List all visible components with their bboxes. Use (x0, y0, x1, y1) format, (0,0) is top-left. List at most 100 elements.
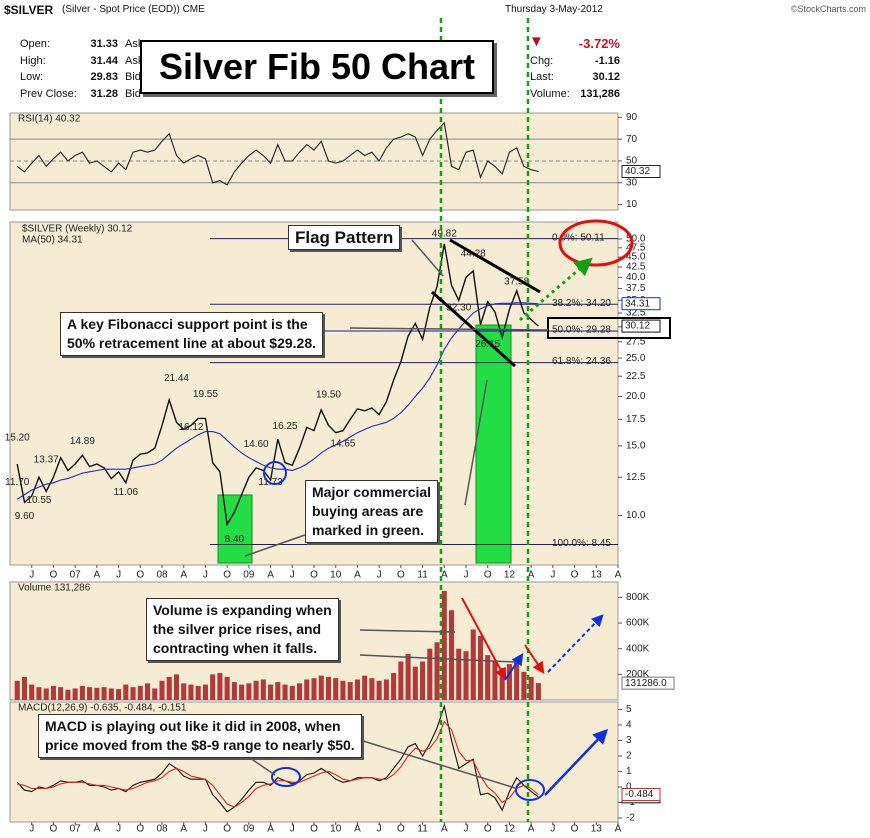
annotation-line: price moved from the $8-9 range to nearl… (45, 737, 355, 753)
volume-bar (152, 688, 158, 700)
y-tick-label: 70 (626, 134, 638, 145)
pointer (464, 379, 488, 506)
x-tick-label: O (223, 824, 231, 835)
pointer (249, 757, 276, 776)
last-value-box (621, 165, 661, 179)
volume-bar (412, 666, 418, 700)
field-label: Bid (125, 71, 141, 83)
blue-arrow (544, 728, 609, 796)
panel-title: RSI(14) 40.32 (18, 114, 81, 125)
x-tick-label: 07 (70, 570, 82, 581)
volume-bar (448, 610, 455, 700)
annotation-line: contracting when it falls. (153, 640, 318, 656)
y-tick-label: 20.0 (626, 391, 646, 402)
volume-bar (441, 590, 447, 700)
volume-bar (224, 676, 230, 700)
volume-bar (123, 684, 129, 700)
volume-bar (210, 674, 216, 700)
volume-bar (340, 680, 346, 700)
panel-bg (9, 112, 619, 211)
volume-bar (253, 680, 259, 700)
x-tick-label: J (464, 570, 469, 581)
x-tick-label: A (267, 570, 274, 581)
red-arrow (524, 644, 545, 674)
x-tick-label: J (116, 570, 121, 581)
down-arrow: ▼ (529, 33, 544, 50)
volume-bar (470, 629, 476, 700)
annotation: Major commercial buying areas are marked i… (305, 480, 439, 543)
y-tick-label: 800K (626, 592, 650, 603)
annotation: MACD is playing out like it did in 2008,… (38, 714, 362, 758)
annotation-line: Major commercial (312, 484, 432, 500)
series-line (16, 302, 539, 500)
volume-bar (347, 682, 353, 700)
volume-bar (130, 687, 136, 700)
x-tick-label: O (223, 570, 231, 581)
price-label: 14.89 (70, 436, 95, 447)
y-tick-label: 1 (626, 766, 632, 777)
volume-bar (79, 685, 85, 700)
volume-bar (528, 676, 534, 700)
price-label: 19.50 (316, 389, 341, 400)
volume-bar (463, 651, 469, 700)
series-line (16, 121, 539, 186)
y-tick-label: 22.5 (626, 371, 646, 382)
volume-bar (231, 682, 237, 700)
field-label: Ask (125, 55, 144, 67)
volume-bar (195, 685, 201, 700)
volume-bar (354, 679, 360, 700)
y-tick-label: 32.5 (626, 308, 646, 319)
volume-bar (101, 687, 107, 700)
volume-bar (318, 675, 324, 700)
volume-bar (29, 684, 35, 700)
pointer (359, 629, 456, 633)
field-label: Open: (20, 38, 50, 50)
field-label: Volume: (530, 88, 570, 100)
volume-bar (173, 674, 180, 700)
series-line (16, 243, 539, 527)
x-tick-label: J (29, 570, 34, 581)
volume-bar (369, 678, 375, 700)
price-label: 26.15 (475, 339, 500, 350)
x-tick-label: J (290, 570, 295, 581)
x-tick-label: J (203, 824, 208, 835)
fib-label: 50.0%: 29.28 (552, 325, 611, 336)
field-value: 29.83 (90, 71, 118, 83)
price-label: 32.30 (446, 303, 471, 314)
blue-arrow (504, 653, 524, 681)
volume-bar (506, 664, 512, 700)
volume-bar (116, 689, 122, 700)
volume-bar (36, 687, 42, 700)
volume-bar (311, 678, 317, 700)
x-tick-label: J (377, 824, 382, 835)
x-tick-label: J (290, 824, 295, 835)
last-value-box (621, 319, 661, 333)
x-tick-label: O (136, 824, 144, 835)
field-value: 31.44 (90, 55, 118, 67)
volume-bar (166, 676, 172, 700)
volume-bar (434, 642, 440, 700)
y-tick-label: 50.0 (626, 234, 646, 245)
annotation: Volume is expanding when the silver price… (146, 598, 339, 661)
y-tick-label: -2 (626, 813, 635, 824)
x-tick-label: 10 (330, 570, 342, 581)
annotation-line: Volume is expanding when (153, 602, 332, 618)
volume-bar (485, 655, 491, 700)
volume-bar (50, 685, 56, 700)
x-tick-label: J (377, 570, 382, 581)
last-value-box (621, 297, 661, 311)
pointer (359, 739, 516, 789)
volume-bar (268, 684, 274, 700)
x-tick-label: O (50, 824, 58, 835)
annotation-line: Flag Pattern (295, 228, 394, 247)
blue-circle (263, 461, 287, 485)
x-tick-label: A (528, 824, 535, 835)
y-tick-label: 5 (626, 704, 632, 715)
y-tick-label: 30 (626, 177, 638, 188)
volume-bar (72, 688, 78, 700)
buying-zone (475, 324, 512, 564)
x-tick-label: O (571, 824, 579, 835)
x-tick-label: 09 (243, 824, 255, 835)
volume-bar (420, 661, 426, 700)
last-value-label: 40.32 (625, 166, 650, 177)
